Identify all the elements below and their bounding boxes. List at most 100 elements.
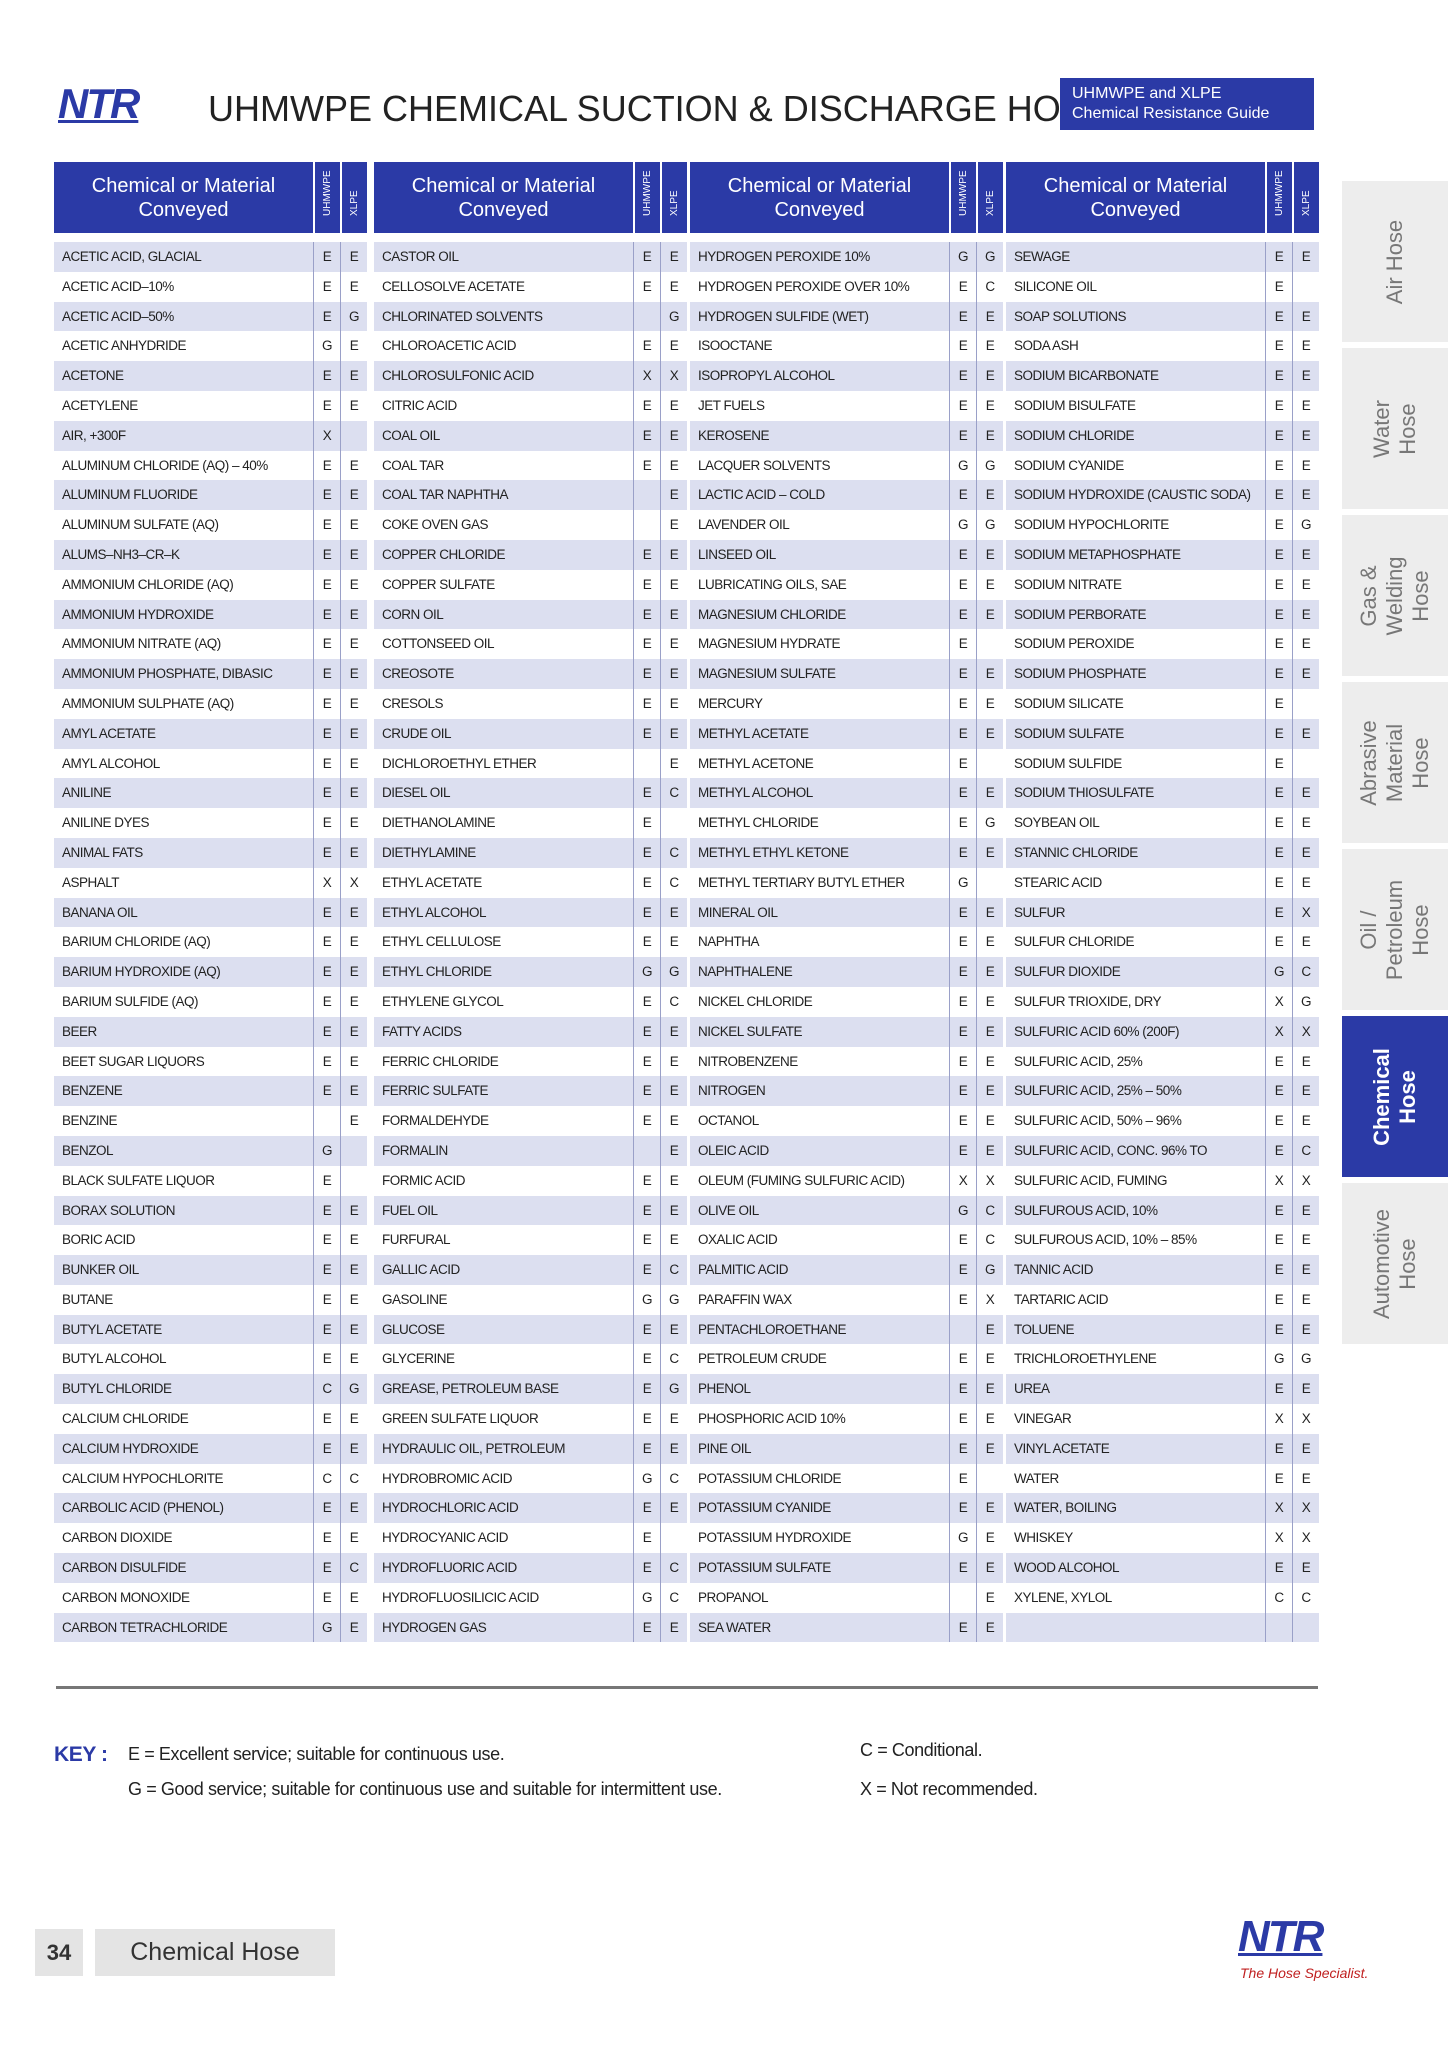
chemical-name: ETHYLENE GLYCOL xyxy=(382,993,504,1009)
table-row: SODIUM HYDROXIDE (CAUSTIC SODA) E E xyxy=(1006,480,1319,511)
table-row: PROPANOL E xyxy=(690,1582,1003,1613)
chemical-name: ISOPROPYL ALCOHOL xyxy=(698,368,835,384)
table-row: ETHYL ALCOHOL E E xyxy=(374,897,687,928)
rating: E xyxy=(976,599,1003,630)
footer-logo: NTR xyxy=(1238,1912,1324,1961)
rating: E xyxy=(1265,1284,1292,1315)
table-group: Chemical or Material Conveyed UHMWPE XLPE S… xyxy=(1006,162,1319,1643)
rating: E xyxy=(633,629,660,660)
side-tab[interactable]: Oil / Petroleum Hose xyxy=(1342,849,1448,1010)
table-row: SULFUR CHLORIDE E E xyxy=(1006,927,1319,958)
rating: E xyxy=(1292,569,1319,600)
chemical-name: BUTYL ACETATE xyxy=(62,1321,162,1337)
side-tab-label: Chemical Hose xyxy=(1369,1047,1420,1146)
key-item: G = Good service; suitable for continuou… xyxy=(128,1779,722,1799)
side-tab[interactable]: Air Hose xyxy=(1342,181,1448,342)
rating xyxy=(660,808,687,838)
rating: E xyxy=(1265,569,1292,600)
table-row: SODIUM SILICATE E xyxy=(1006,688,1319,719)
rating: E xyxy=(1292,242,1319,272)
table-row: CARBON MONOXIDE E E xyxy=(54,1582,367,1613)
rating: E xyxy=(1265,510,1292,540)
side-tab[interactable]: Gas & Welding Hose xyxy=(1342,515,1448,676)
chemical-name: FORMIC ACID xyxy=(382,1172,466,1188)
table-row: SEA WATER E E xyxy=(690,1612,1003,1643)
chemical-name: SULFUR xyxy=(1014,904,1066,920)
rating: E xyxy=(1265,837,1292,868)
rating xyxy=(976,748,1003,779)
chemical-name: OLEIC ACID xyxy=(698,1142,769,1158)
rating: E xyxy=(340,659,367,689)
rating: E xyxy=(340,1106,367,1136)
rating xyxy=(1292,271,1319,302)
rating: E xyxy=(1265,659,1292,689)
chemical-name: MAGNESIUM HYDRATE xyxy=(698,636,841,652)
rating: E xyxy=(340,539,367,570)
chemical-name: GASOLINE xyxy=(382,1291,448,1307)
table-row: GALLIC ACID E C xyxy=(374,1255,687,1285)
table-row: SULFUR DIOXIDE G C xyxy=(1006,957,1319,987)
rating: E xyxy=(1265,361,1292,391)
table-row: OCTANOL E E xyxy=(690,1106,1003,1136)
table-row: SULFURIC ACID, 25% – 50% E E xyxy=(1006,1076,1319,1107)
table-row: OLEUM (FUMING SULFURIC ACID) X X xyxy=(690,1165,1003,1196)
rating: E xyxy=(660,897,687,928)
side-tab[interactable]: Automotive Hose xyxy=(1342,1183,1448,1344)
side-tab[interactable]: Water Hose xyxy=(1342,348,1448,509)
table-group: Chemical or Material Conveyed UHMWPE XLPE C… xyxy=(374,162,687,1643)
rating: E xyxy=(976,1076,1003,1107)
rating: E xyxy=(976,1374,1003,1405)
chemical-name: SODIUM PEROXIDE xyxy=(1014,636,1135,652)
chemical-name: COAL OIL xyxy=(382,427,440,443)
side-tab[interactable]: Abrasive Material Hose xyxy=(1342,682,1448,843)
chemical-name: VINYL ACETATE xyxy=(1014,1440,1110,1456)
side-tab-label: Abrasive Material Hose xyxy=(1356,719,1433,806)
rating-header: UHMWPE xyxy=(949,162,976,233)
chemical-name: AIR, +300F xyxy=(62,427,126,443)
side-tab[interactable]: Chemical Hose xyxy=(1342,1016,1448,1177)
table-row: FATTY ACIDS E E xyxy=(374,1016,687,1047)
rating: E xyxy=(949,1135,976,1166)
rating: X xyxy=(1265,1523,1292,1554)
table-row: MINERAL OIL E E xyxy=(690,897,1003,928)
rating: C xyxy=(660,867,687,898)
rating: E xyxy=(313,1076,340,1107)
rating: E xyxy=(313,361,340,391)
rating: E xyxy=(949,480,976,511)
table-row: FURFURAL E E xyxy=(374,1225,687,1256)
chemical-name: LUBRICATING OILS, SAE xyxy=(698,576,847,592)
table-row: MERCURY E E xyxy=(690,688,1003,719)
chemical-name: MERCURY xyxy=(698,695,763,711)
table-row: AMMONIUM NITRATE (AQ) E E xyxy=(54,629,367,660)
rating: X xyxy=(1292,897,1319,928)
rating: E xyxy=(313,718,340,749)
rating: E xyxy=(633,659,660,689)
key-item: C = Conditional. xyxy=(860,1740,983,1760)
rating: X xyxy=(1265,1404,1292,1434)
rating: E xyxy=(340,748,367,779)
table-row: POTASSIUM CYANIDE E E xyxy=(690,1493,1003,1524)
rating: G xyxy=(976,1255,1003,1285)
side-tab-label: Gas & Welding Hose xyxy=(1356,555,1433,636)
rating: E xyxy=(313,1284,340,1315)
rating: G xyxy=(1292,1344,1319,1375)
rating: E xyxy=(633,837,660,868)
rating: E xyxy=(1292,1463,1319,1494)
rating xyxy=(1292,1612,1319,1643)
chemical-name: HYDROBROMIC ACID xyxy=(382,1470,513,1486)
rating: G xyxy=(949,450,976,481)
rating: E xyxy=(313,480,340,511)
table-row: SULFUR TRIOXIDE, DRY X G xyxy=(1006,986,1319,1017)
column-header: Chemical or Material Conveyed xyxy=(411,174,596,221)
rating: E xyxy=(660,718,687,749)
rating: G xyxy=(1292,510,1319,540)
rating: E xyxy=(633,867,660,898)
rating xyxy=(949,1582,976,1613)
rating: E xyxy=(340,897,367,928)
table-row: ETHYL CELLULOSE E E xyxy=(374,927,687,958)
table-row: PARAFFIN WAX E X xyxy=(690,1284,1003,1315)
rating: E xyxy=(1265,808,1292,838)
table-row: SEWAGE E E xyxy=(1006,242,1319,272)
table-row: CARBON TETRACHLORIDE G E xyxy=(54,1612,367,1643)
rating: E xyxy=(1265,1135,1292,1166)
